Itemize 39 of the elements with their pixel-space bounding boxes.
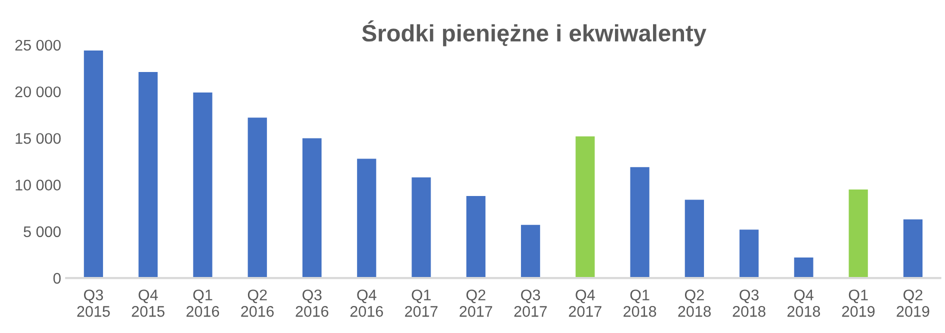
- y-tick-label: 15 000: [16, 133, 61, 144]
- bar: [412, 177, 431, 278]
- chart-title: Środki pieniężne i ekwiwalenty: [362, 20, 706, 46]
- y-tick-label: 25 000: [15, 40, 61, 51]
- x-tick-label: Q4 2016: [350, 290, 383, 317]
- x-tick-label: Q1 2018: [624, 290, 656, 317]
- y-tick-label: 10 000: [16, 180, 61, 190]
- bar: [684, 200, 704, 278]
- bar: [138, 72, 158, 278]
- x-tick-label: Q1 2016: [186, 290, 220, 317]
- bar: [903, 219, 923, 278]
- y-tick-label: 0: [53, 272, 61, 284]
- x-tick-label: Q4 2017: [568, 290, 602, 317]
- y-tick-label: 20 000: [15, 86, 61, 98]
- x-tick-label: Q2 2019: [896, 290, 930, 317]
- x-tick-label: Q3 2017: [514, 290, 547, 317]
- bar: [576, 136, 595, 278]
- x-tick-label: Q4 2018: [787, 290, 820, 317]
- bar: [248, 118, 267, 278]
- bar: [302, 138, 322, 278]
- bar: [84, 50, 104, 278]
- bar: [630, 167, 650, 278]
- x-tick-label: Q3 2016: [296, 290, 328, 317]
- x-tick-label: Q2 2017: [460, 290, 492, 317]
- bar: [740, 230, 759, 278]
- y-tick-label: 5 000: [24, 226, 61, 238]
- bar: [193, 92, 212, 278]
- x-tick-label: Q2 2018: [678, 290, 711, 317]
- x-tick-label: Q3 2015: [77, 290, 110, 317]
- x-tick-label: Q4 2015: [132, 290, 164, 317]
- bar: [520, 224, 540, 278]
- bar: [357, 158, 376, 278]
- x-tick-label: Q3 2018: [732, 290, 766, 317]
- x-tick-label: Q1 2017: [405, 290, 438, 317]
- bar: [794, 258, 814, 278]
- bar: [466, 196, 486, 278]
- x-tick-label: Q1 2019: [842, 290, 875, 317]
- x-tick-label: Q2 2016: [241, 290, 274, 317]
- bar: [848, 189, 868, 278]
